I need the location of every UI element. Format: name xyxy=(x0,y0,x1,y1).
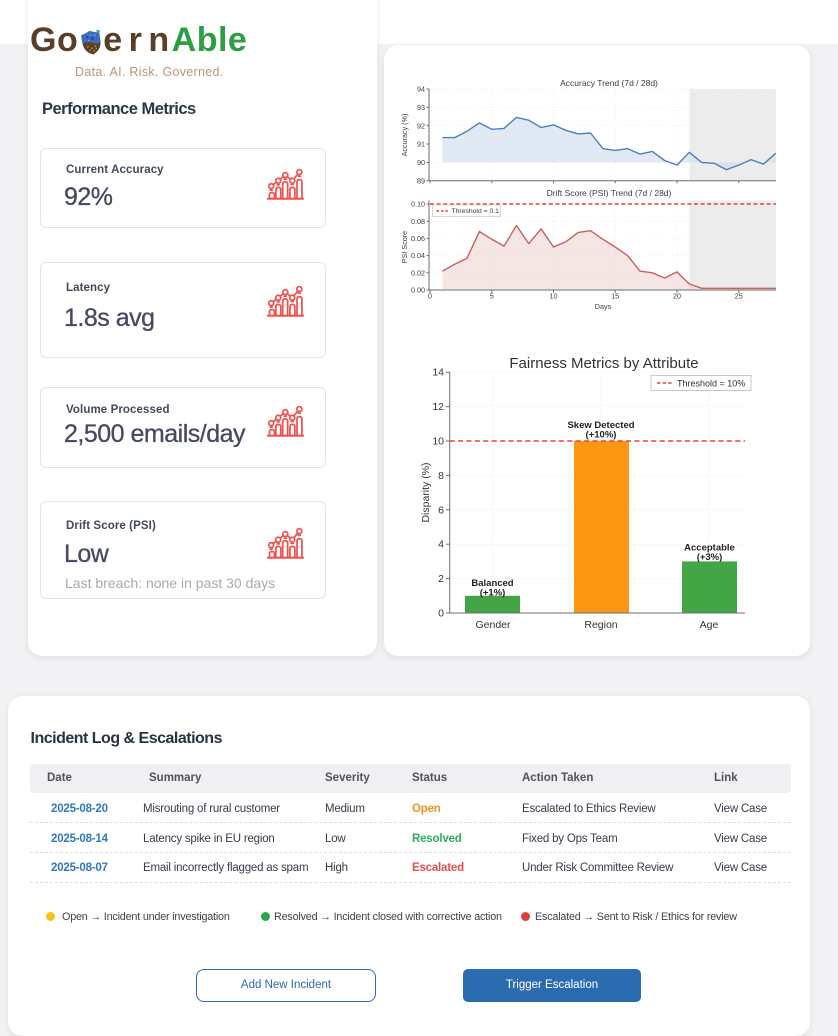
svg-text:6: 6 xyxy=(438,504,444,516)
svg-text:Threshold = 10%: Threshold = 10% xyxy=(677,379,745,389)
svg-text:Skew Detected: Skew Detected xyxy=(567,420,634,431)
svg-text:89: 89 xyxy=(417,176,425,185)
svg-text:Age: Age xyxy=(700,619,719,631)
svg-text:PSI Score: PSI Score xyxy=(400,231,409,263)
svg-text:20: 20 xyxy=(673,292,681,301)
svg-text:Drift Score (PSI) Trend (7d /: Drift Score (PSI) Trend (7d / 28d) xyxy=(547,188,672,198)
svg-text:Fairness Metrics by Attribute: Fairness Metrics by Attribute xyxy=(509,355,698,372)
svg-text:0: 0 xyxy=(438,608,444,620)
svg-text:Gender: Gender xyxy=(475,619,511,631)
svg-text:0.10: 0.10 xyxy=(411,200,425,209)
svg-text:93: 93 xyxy=(417,103,425,112)
svg-text:Balanced: Balanced xyxy=(471,578,513,589)
svg-text:Accuracy Trend (7d / 28d): Accuracy Trend (7d / 28d) xyxy=(560,78,658,88)
svg-text:2: 2 xyxy=(438,573,444,585)
svg-text:0: 0 xyxy=(428,292,432,301)
svg-text:0.02: 0.02 xyxy=(411,268,425,277)
svg-text:4: 4 xyxy=(438,539,444,551)
svg-text:Days: Days xyxy=(595,302,612,311)
svg-text:8: 8 xyxy=(438,470,444,482)
svg-text:Threshold = 0.1: Threshold = 0.1 xyxy=(452,208,500,215)
svg-text:25: 25 xyxy=(735,292,743,301)
svg-text:91: 91 xyxy=(417,140,425,149)
svg-text:92: 92 xyxy=(417,121,425,130)
svg-text:90: 90 xyxy=(417,158,425,167)
svg-text:Acceptable: Acceptable xyxy=(684,543,735,554)
svg-text:Accuracy (%): Accuracy (%) xyxy=(400,114,409,157)
svg-text:94: 94 xyxy=(417,85,425,94)
svg-text:Region: Region xyxy=(584,619,617,631)
svg-text:(+10%): (+10%) xyxy=(586,430,617,441)
svg-text:Disparity (%): Disparity (%) xyxy=(420,462,432,522)
svg-text:12: 12 xyxy=(432,401,444,413)
svg-text:(+3%): (+3%) xyxy=(697,552,723,563)
svg-text:5: 5 xyxy=(490,292,494,301)
svg-text:0.08: 0.08 xyxy=(411,217,425,226)
svg-text:0.06: 0.06 xyxy=(411,234,425,243)
svg-text:10: 10 xyxy=(550,292,558,301)
svg-text:(+1%): (+1%) xyxy=(480,588,506,599)
svg-text:0.00: 0.00 xyxy=(411,286,425,295)
svg-text:14: 14 xyxy=(432,367,444,379)
svg-text:0.04: 0.04 xyxy=(411,251,425,260)
svg-text:10: 10 xyxy=(432,436,444,448)
svg-text:15: 15 xyxy=(611,292,619,301)
